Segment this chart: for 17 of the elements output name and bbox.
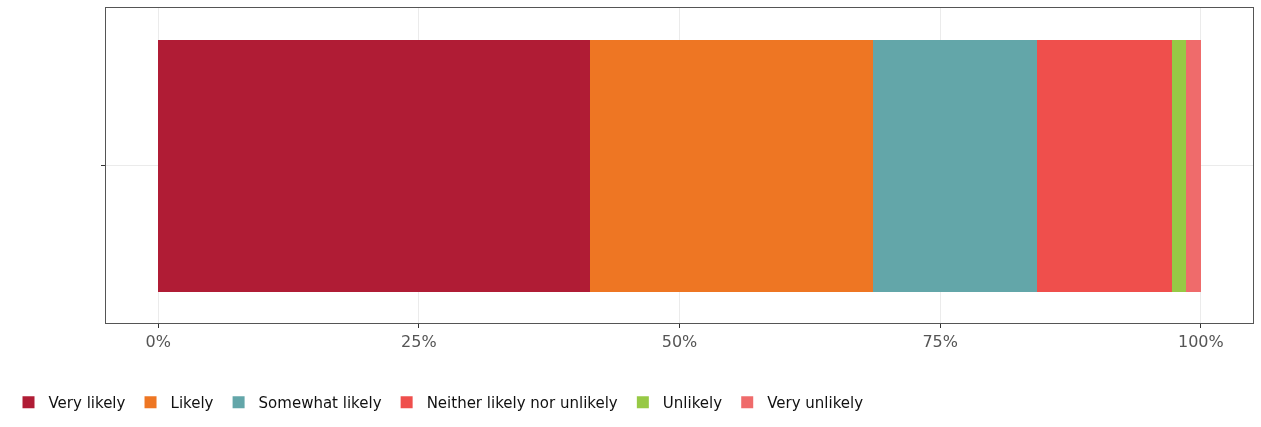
x-tick-label: 75% bbox=[922, 332, 958, 352]
bar bbox=[873, 39, 1038, 292]
bar bbox=[158, 39, 590, 292]
legend-label: Neither likely nor unlikely bbox=[426, 394, 618, 413]
x-tick-label: 50% bbox=[661, 332, 698, 352]
legend-label: Very unlikely bbox=[767, 394, 864, 413]
bar bbox=[1037, 39, 1172, 292]
bar bbox=[1171, 39, 1187, 292]
legend-label: Unlikely bbox=[662, 394, 723, 413]
legend-label: Very likely bbox=[48, 394, 126, 413]
legend-label: Somewhat likely bbox=[258, 394, 382, 413]
x-tick-label: 100% bbox=[1177, 332, 1224, 352]
bar bbox=[589, 39, 874, 292]
x-tick-label: 0% bbox=[145, 332, 171, 352]
x-tick-label: 25% bbox=[401, 332, 437, 352]
bar bbox=[1186, 39, 1201, 292]
legend-label: Likely bbox=[170, 394, 214, 413]
